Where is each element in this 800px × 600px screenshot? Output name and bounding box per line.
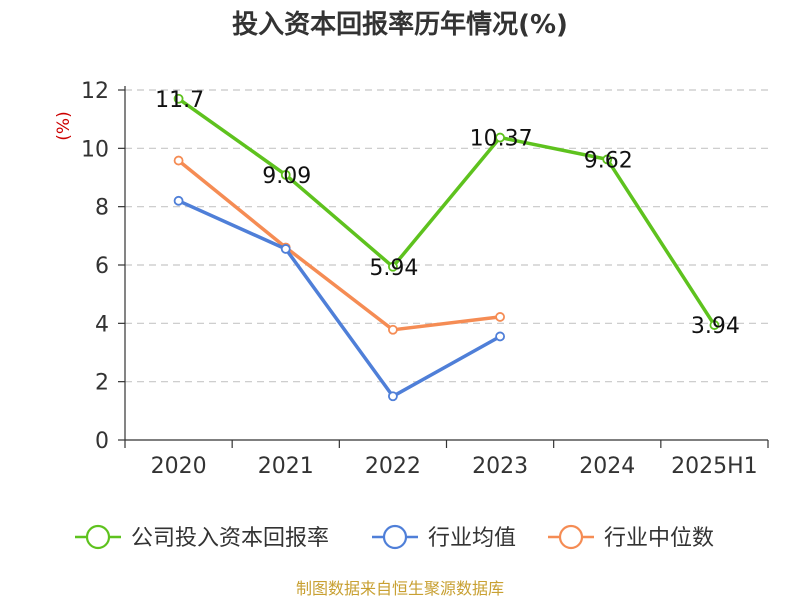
data-point (173, 195, 184, 206)
legend: 公司投入资本回报率 行业均值 行业中位数 (75, 524, 714, 551)
data-label: 9.09 (262, 164, 311, 189)
data-label: 3.94 (691, 314, 740, 339)
legend-label-2: 行业中位数 (604, 526, 714, 551)
y-tick-labels: 0 2 4 6 8 10 12 (81, 79, 109, 454)
x-tick-label: 2020 (151, 454, 207, 479)
data-point (709, 320, 720, 330)
gridlines (125, 89, 768, 383)
data-point (280, 244, 291, 254)
axes (118, 86, 769, 448)
y-tick-label: 0 (95, 429, 109, 454)
source-note: 制图数据来自恒生聚源数据库 (296, 579, 504, 598)
y-tick-label: 10 (81, 137, 109, 162)
data-label: 10.37 (470, 127, 533, 152)
data-point (173, 93, 184, 104)
chart-title: 投入资本回报率历年情况(%) (232, 9, 568, 40)
data-point (495, 132, 505, 143)
legend-label-1: 行业均值 (428, 526, 516, 551)
series-line-2 (177, 159, 501, 332)
data-label: 9.62 (584, 148, 633, 173)
legend-label-0: 公司投入资本回报率 (131, 526, 329, 551)
legend-marker-0 (85, 524, 111, 550)
legend-marker-1 (382, 524, 408, 550)
x-tick-label: 2023 (472, 454, 528, 479)
legend-marker-2 (558, 524, 584, 550)
data-point (173, 155, 184, 166)
data-point (388, 261, 398, 272)
y-tick-label: 4 (95, 312, 109, 337)
x-tick-label: 2024 (579, 454, 635, 479)
data-point (388, 324, 398, 335)
y-axis-label: (%) (54, 111, 74, 140)
series-line-1 (177, 199, 501, 399)
y-tick-label: 12 (81, 79, 109, 104)
data-point (280, 169, 291, 180)
data-point (602, 154, 613, 165)
x-tick-label: 2022 (365, 454, 421, 479)
data-label: 11.7 (155, 88, 204, 113)
y-tick-label: 2 (95, 371, 109, 396)
x-tick-label: 2021 (258, 454, 314, 479)
y-tick-label: 6 (95, 254, 109, 279)
x-tick-label: 2025H1 (671, 454, 758, 479)
data-point (495, 312, 505, 322)
y-tick-label: 8 (95, 196, 109, 221)
series-line-0 (177, 97, 716, 327)
series-lines (173, 93, 720, 402)
data-label: 5.94 (369, 256, 418, 281)
data-point (388, 391, 398, 402)
data-point (495, 331, 505, 342)
data-labels: 11.7 9.09 5.94 10.37 9.62 3.94 (155, 88, 740, 339)
x-tick-labels: 2020 2021 2022 2023 2024 2025H1 (151, 454, 758, 479)
